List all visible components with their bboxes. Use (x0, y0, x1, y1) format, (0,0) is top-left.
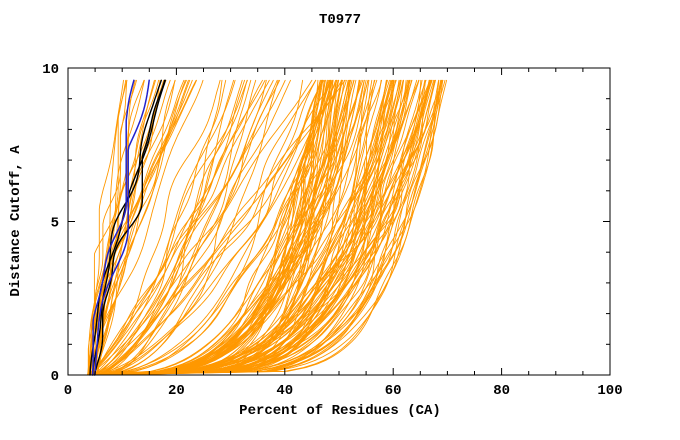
curve-models-orange-bulk (95, 79, 351, 376)
y-tick-label: 0 (51, 369, 59, 385)
curve-models-blue (91, 79, 135, 376)
curve-models-orange-middle (89, 79, 227, 376)
curve-models-orange-bulk (97, 79, 436, 376)
curve-models-orange-bulk (90, 79, 324, 376)
curve-models-orange-bulk (86, 79, 443, 376)
chart-title: T0977 (318, 12, 361, 28)
axes (67, 67, 611, 376)
curve-models-orange-bulk (87, 79, 435, 376)
curve-models-orange-bulk (99, 79, 332, 376)
curve-models-orange-bulk (90, 79, 436, 376)
tick-labels: 0 20 40 60 80 100 0 5 10 (42, 62, 622, 399)
curve-models-orange-middle (93, 79, 248, 376)
curve-models-orange-middle (86, 79, 317, 376)
y-tick-label: 10 (42, 62, 59, 78)
curve-models-orange-bulk (99, 79, 427, 376)
curve-models-orange-middle (92, 79, 236, 376)
curve-models-orange-left (87, 79, 128, 376)
curve-models-black (93, 79, 166, 376)
curve-models-orange-left (88, 79, 176, 376)
curve-models-orange-middle (96, 79, 246, 376)
curve-models-orange-bulk (90, 79, 431, 376)
x-tick-label: 40 (276, 383, 293, 399)
curve-models-orange-middle (99, 79, 332, 376)
curve-models-orange-bulk (93, 79, 383, 376)
curve-models-orange-bulk (88, 79, 367, 376)
curve-models-orange-bulk (97, 79, 392, 376)
curve-models-orange-middle (87, 79, 286, 376)
x-axis-label: Percent of Residues (CA) (239, 403, 441, 419)
curve-models-orange-bulk (88, 79, 340, 376)
x-tick-label: 100 (597, 383, 622, 399)
curve-models-orange-bulk (94, 79, 432, 376)
curve-models-orange-bulk (91, 79, 440, 376)
curve-models-orange-bulk (96, 79, 396, 376)
curve-models-orange-left (90, 79, 127, 376)
curve-models-orange-bulk (96, 79, 360, 376)
x-tick-label: 60 (385, 383, 402, 399)
y-tick-label: 5 (51, 216, 59, 232)
curve-models-orange-bulk (89, 79, 321, 376)
x-tick-label: 0 (64, 383, 72, 399)
curve-models-orange-left (89, 79, 165, 376)
x-tick-label: 80 (493, 383, 510, 399)
curve-models-orange-bulk (99, 79, 430, 376)
curve-models-orange-bulk (98, 79, 444, 376)
curve-models-orange-bulk (87, 79, 331, 376)
curve-models-black (92, 79, 163, 376)
x-tick-label: 20 (168, 383, 185, 399)
curve-models-orange-bulk (94, 79, 395, 376)
curve-models-orange-left (88, 79, 124, 376)
curve-models-orange-middle (96, 79, 257, 376)
curve-models-orange-middle (96, 79, 291, 376)
curve-models-orange-bulk (87, 79, 375, 376)
curve-models-orange-bulk (92, 79, 355, 376)
curve-models-orange-bulk (99, 79, 404, 376)
curve-models-orange-left (97, 79, 185, 376)
curve-models-orange-bulk (88, 79, 378, 376)
curve-models-orange-left (87, 79, 156, 376)
curve-models-orange-bulk (98, 79, 401, 376)
curve-models-blue (94, 79, 150, 376)
curve-models-orange-middle (91, 79, 279, 376)
curve-models-orange-bulk (98, 79, 444, 376)
curve-models-orange-bulk (94, 79, 342, 376)
curve-models-orange-middle (98, 79, 323, 376)
curve-models-orange-left (89, 79, 193, 376)
model-curves (86, 79, 448, 376)
curve-models-orange-bulk (89, 79, 353, 376)
curve-models-black (89, 79, 167, 376)
curve-models-orange-bulk (90, 79, 328, 376)
curve-models-orange-left (94, 79, 186, 376)
curve-models-orange-bulk (90, 79, 369, 376)
curve-models-orange-middle (89, 79, 263, 376)
curve-models-orange-middle (87, 79, 221, 376)
curve-models-orange-bulk (97, 79, 393, 376)
curve-models-orange-bulk (99, 79, 442, 376)
curve-models-orange-middle (98, 79, 267, 376)
curve-models-orange-left (88, 79, 145, 376)
curve-models-orange-middle (97, 79, 252, 376)
curve-models-orange-bulk (93, 79, 422, 376)
